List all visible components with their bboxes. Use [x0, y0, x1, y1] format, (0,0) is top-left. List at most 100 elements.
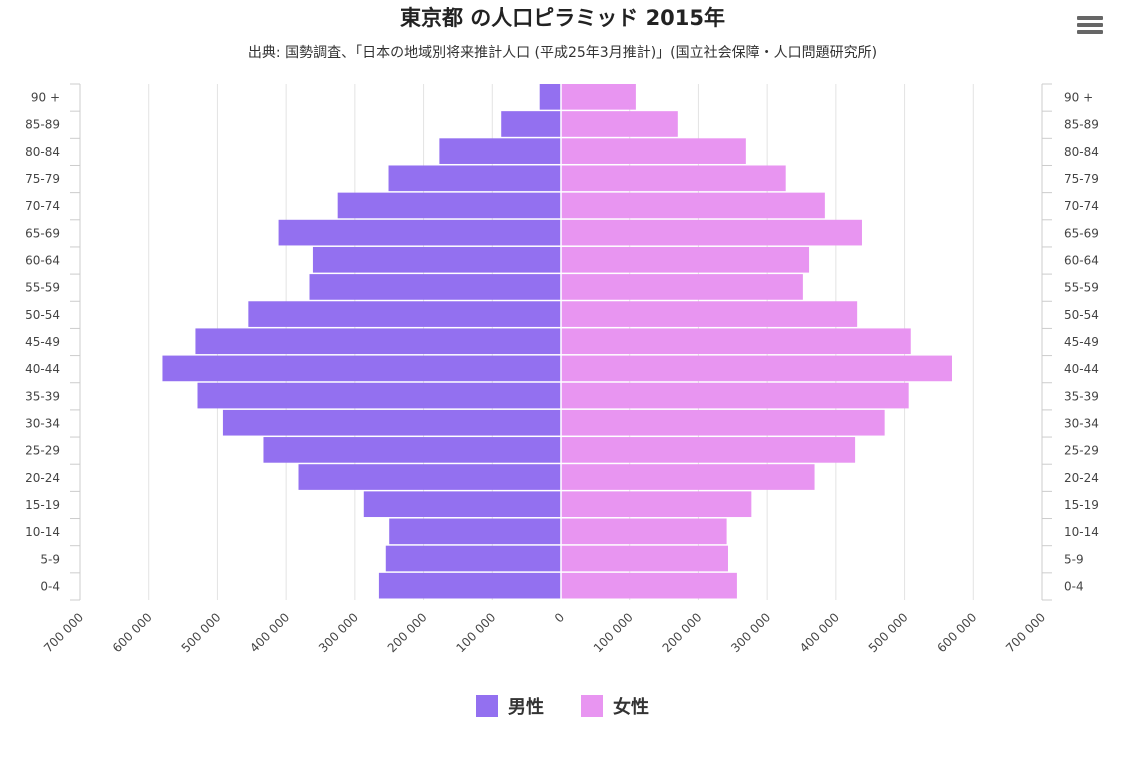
- y-tick-label-left: 35-39: [25, 389, 60, 403]
- x-tick-label: 0: [552, 610, 567, 625]
- y-tick-label-left: 20-24: [25, 471, 60, 485]
- y-tick-label-left: 60-64: [25, 254, 60, 268]
- y-tick-label-right: 85-89: [1064, 118, 1099, 132]
- y-tick-label-right: 55-59: [1064, 281, 1099, 295]
- y-tick-label-left: 25-29: [25, 444, 60, 458]
- bar-male-40-44: [162, 355, 561, 382]
- y-tick-label-left: 5-9: [40, 552, 60, 566]
- bar-female-90 +: [561, 84, 636, 110]
- x-tick-label: 200 000: [660, 610, 705, 655]
- hamburger-menu-icon[interactable]: [1074, 12, 1106, 38]
- bar-male-75-79: [388, 165, 561, 192]
- chart-subtitle: 出典: 国勢調査、「日本の地域別将来推計人口 (平成25年3月推計)」(国立社会…: [247, 45, 878, 61]
- bar-female-40-44: [561, 355, 952, 382]
- legend-item-male[interactable]: 男性: [475, 693, 544, 719]
- y-tick-label-right: 75-79: [1064, 172, 1099, 186]
- population-pyramid-chart: 0-4 0-4 5-9 5-9 10-14 10-14 15-19 15-19 20-24 20-…: [25, 83, 1099, 655]
- x-tick-label: 600 000: [934, 610, 979, 655]
- y-tick-label-right: 35-39: [1064, 389, 1099, 403]
- y-tick-label-left: 30-34: [25, 416, 60, 430]
- x-tick-label: 300 000: [316, 610, 361, 655]
- y-tick-label-right: 30-34: [1064, 416, 1099, 430]
- y-tick-label-left: 0-4: [40, 579, 60, 593]
- y-tick-label-left: 55-59: [25, 281, 60, 295]
- y-tick-label-left: 40-44: [25, 362, 60, 376]
- y-tick-label-right: 0-4: [1064, 579, 1084, 593]
- y-tick-label-left: 80-84: [25, 145, 60, 159]
- legend-swatch-female: [581, 695, 604, 717]
- bar-male-35-39: [197, 382, 561, 409]
- bar-male-70-74: [337, 192, 561, 219]
- y-tick-label-right: 70-74: [1064, 199, 1099, 213]
- bar-female-10-14: [561, 518, 727, 545]
- x-tick-label: 100 000: [453, 610, 498, 655]
- bar-male-5-9: [385, 545, 561, 572]
- x-tick-label: 500 000: [179, 610, 224, 655]
- y-tick-label-left: 65-69: [25, 226, 60, 240]
- bar-female-25-29: [561, 437, 856, 463]
- bar-female-75-79: [561, 165, 786, 192]
- y-tick-label-left: 45-49: [25, 335, 60, 349]
- bar-female-65-69: [561, 219, 862, 246]
- bar-male-20-24: [298, 464, 561, 490]
- x-tick-label: 400 000: [797, 610, 842, 655]
- x-tick-label: 600 000: [110, 610, 155, 655]
- y-tick-label-right: 5-9: [1064, 552, 1084, 566]
- y-tick-label-right: 50-54: [1064, 308, 1099, 322]
- x-tick-label: 700 000: [41, 610, 86, 655]
- x-tick-label: 300 000: [728, 610, 773, 655]
- bar-male-55-59: [309, 274, 561, 300]
- legend-label-female: 女性: [613, 697, 650, 718]
- y-tick-label-right: 90 +: [1064, 91, 1093, 105]
- y-tick-label-left: 90 +: [31, 91, 60, 105]
- bar-male-90 +: [539, 84, 561, 110]
- chart-title: 東京都 の人口ピラミッド 2015年: [399, 6, 726, 30]
- bar-male-85-89: [501, 111, 561, 137]
- x-tick-label: 400 000: [247, 610, 292, 655]
- chart-legend: 男性 女性: [0, 693, 1125, 721]
- bar-female-55-59: [561, 274, 803, 300]
- y-tick-label-right: 20-24: [1064, 471, 1099, 485]
- y-tick-label-left: 50-54: [25, 308, 60, 322]
- y-tick-label-left: 75-79: [25, 172, 60, 186]
- bar-female-80-84: [561, 138, 746, 164]
- menu-bar: [1077, 23, 1103, 27]
- x-tick-label: 100 000: [591, 610, 636, 655]
- y-tick-label-right: 10-14: [1064, 525, 1099, 539]
- menu-bar: [1077, 16, 1103, 20]
- bar-female-5-9: [561, 545, 728, 572]
- bar-male-10-14: [389, 518, 561, 545]
- bar-female-30-34: [561, 409, 885, 436]
- y-tick-label-right: 60-64: [1064, 254, 1099, 268]
- y-tick-label-right: 65-69: [1064, 226, 1099, 240]
- menu-bar: [1077, 30, 1103, 34]
- x-tick-label: 200 000: [385, 610, 430, 655]
- bar-female-85-89: [561, 111, 678, 137]
- y-tick-label-left: 70-74: [25, 199, 60, 213]
- y-tick-label-right: 45-49: [1064, 335, 1099, 349]
- bar-female-20-24: [561, 464, 815, 490]
- y-tick-label-right: 80-84: [1064, 145, 1099, 159]
- bar-female-60-64: [561, 246, 810, 273]
- bar-female-70-74: [561, 192, 825, 219]
- y-tick-label-left: 10-14: [25, 525, 60, 539]
- y-tick-label-right: 15-19: [1064, 498, 1099, 512]
- bar-female-35-39: [561, 382, 909, 409]
- bar-male-45-49: [195, 328, 561, 355]
- bar-male-60-64: [312, 246, 561, 273]
- bar-male-0-4: [378, 572, 561, 599]
- legend-swatch-male: [475, 695, 498, 717]
- bar-male-80-84: [439, 138, 561, 164]
- bar-male-25-29: [263, 437, 561, 463]
- y-tick-label-left: 15-19: [25, 498, 60, 512]
- y-tick-label-left: 85-89: [25, 118, 60, 132]
- bar-female-45-49: [561, 328, 911, 355]
- y-tick-label-right: 40-44: [1064, 362, 1099, 376]
- y-tick-label-right: 25-29: [1064, 444, 1099, 458]
- bar-male-65-69: [278, 219, 561, 246]
- bar-male-30-34: [222, 409, 561, 436]
- legend-label-male: 男性: [507, 697, 544, 718]
- legend-item-female[interactable]: 女性: [581, 693, 649, 719]
- bar-female-15-19: [561, 491, 752, 518]
- bar-female-50-54: [561, 301, 858, 327]
